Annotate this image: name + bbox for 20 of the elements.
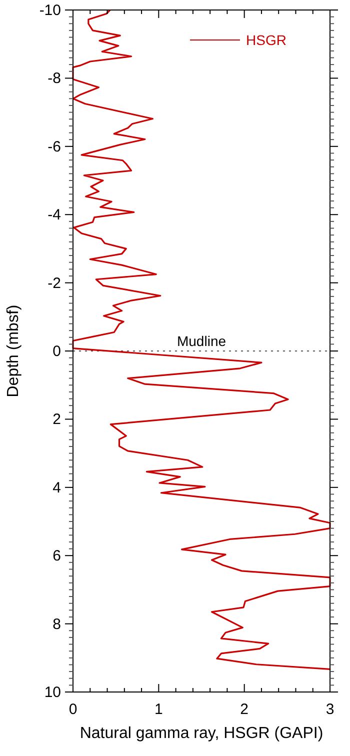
- y-tick-label: -6: [48, 138, 61, 156]
- legend-label: HSGR: [246, 32, 286, 48]
- y-tick-label: -4: [48, 206, 61, 224]
- y-tick-label: 10: [44, 684, 61, 701]
- y-tick-label: 0: [52, 343, 61, 360]
- y-axis-title: Depth (mbsf): [5, 304, 22, 398]
- line-series: [72, 10, 331, 670]
- y-tick-label: -2: [48, 274, 61, 292]
- x-tick-label: 1: [154, 701, 163, 718]
- y-tick-label: 8: [52, 616, 61, 633]
- ref-line-label: Mudline: [176, 333, 226, 349]
- y-tick-label: 2: [52, 411, 61, 428]
- x-axis-title: Natural gamma ray, HSGR (GAPI): [80, 725, 324, 742]
- x-tick-label: 0: [68, 701, 78, 718]
- y-tick-label: 4: [52, 479, 61, 496]
- x-tick-label: 3: [326, 701, 334, 718]
- y-tick-label: 6: [52, 548, 61, 565]
- x-tick-label: 2: [240, 701, 249, 718]
- y-tick-label: -8: [48, 70, 61, 88]
- y-tick-label: -10: [39, 2, 61, 19]
